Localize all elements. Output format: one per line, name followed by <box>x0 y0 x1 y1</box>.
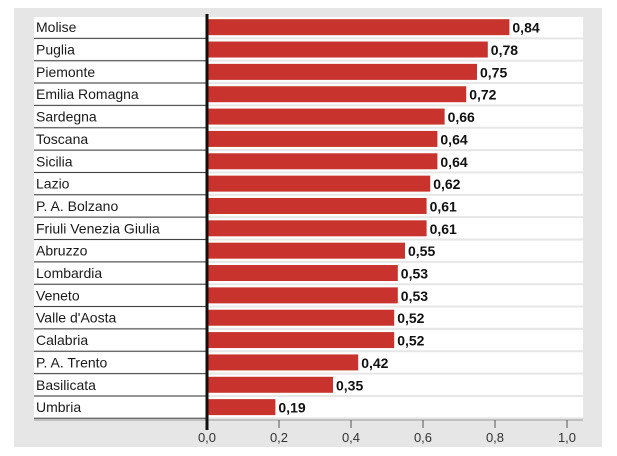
value-label: 0,53 <box>401 266 428 282</box>
value-label: 0,75 <box>480 64 507 80</box>
bar <box>207 86 467 103</box>
bar <box>207 63 477 80</box>
category-label: Sicilia <box>36 153 73 169</box>
value-label: 0,64 <box>440 154 467 170</box>
category-label: Abruzzo <box>36 243 88 259</box>
value-label: 0,78 <box>491 42 518 58</box>
value-label: 0,61 <box>430 221 457 237</box>
category-label: P. A. Bolzano <box>36 198 118 214</box>
x-tick-label: 1,0 <box>558 430 576 445</box>
bar <box>207 130 438 147</box>
category-labels: Molise Puglia Piemonte Emilia Romagna Sardeg… <box>36 19 160 415</box>
value-labels: 0,84 0,78 0,75 0,72 0,66 0,64 0,64 0,62 0,61 0,61… <box>278 20 539 416</box>
value-label: 0,72 <box>469 87 496 103</box>
value-label: 0,61 <box>430 198 457 214</box>
category-label: Veneto <box>36 287 80 303</box>
value-label: 0,64 <box>440 131 467 147</box>
x-tick-label: 0,4 <box>342 430 360 445</box>
chart-bars <box>207 19 510 416</box>
category-label: Lazio <box>36 176 70 192</box>
bar <box>207 354 359 371</box>
value-label: 0,84 <box>512 20 539 36</box>
category-label: Calabria <box>36 332 88 348</box>
value-label: 0,35 <box>336 377 363 393</box>
x-tick-label: 0,0 <box>198 430 216 445</box>
bar <box>207 265 398 282</box>
category-label: Puglia <box>36 42 75 58</box>
bar <box>207 242 405 259</box>
category-label: P. A. Trento <box>36 354 108 370</box>
x-tick-label: 0,2 <box>270 430 288 445</box>
value-label: 0,52 <box>397 310 424 326</box>
x-tick-label: 0,8 <box>486 430 504 445</box>
bar <box>207 108 445 125</box>
x-axis: 0,0 0,2 0,4 0,6 0,8 1,0 <box>34 419 583 445</box>
bar <box>207 399 276 416</box>
value-label: 0,42 <box>361 355 388 371</box>
category-label: Emilia Romagna <box>36 86 139 102</box>
row-background <box>34 396 583 418</box>
bar <box>207 376 333 393</box>
category-label: Umbria <box>36 399 81 415</box>
value-label: 0,52 <box>397 333 424 349</box>
bar <box>207 197 427 214</box>
x-tick-label: 0,6 <box>414 430 432 445</box>
value-label: 0,66 <box>448 109 475 125</box>
bar <box>207 309 395 326</box>
category-label: Molise <box>36 19 77 35</box>
bar <box>207 287 398 304</box>
value-label: 0,53 <box>401 288 428 304</box>
category-label: Sardegna <box>36 109 97 125</box>
bar <box>207 153 438 170</box>
value-label: 0,62 <box>433 176 460 192</box>
category-label: Friuli Venezia Giulia <box>36 220 160 236</box>
bar <box>207 41 488 58</box>
value-label: 0,55 <box>408 243 435 259</box>
bar <box>207 19 510 36</box>
category-label: Toscana <box>36 131 88 147</box>
category-label: Valle d'Aosta <box>36 310 116 326</box>
value-label: 0,19 <box>278 400 305 416</box>
category-label: Basilicata <box>36 377 96 393</box>
category-label: Piemonte <box>36 64 95 80</box>
bar <box>207 220 427 237</box>
bar <box>207 175 431 192</box>
category-label: Lombardia <box>36 265 102 281</box>
bar <box>207 332 395 349</box>
